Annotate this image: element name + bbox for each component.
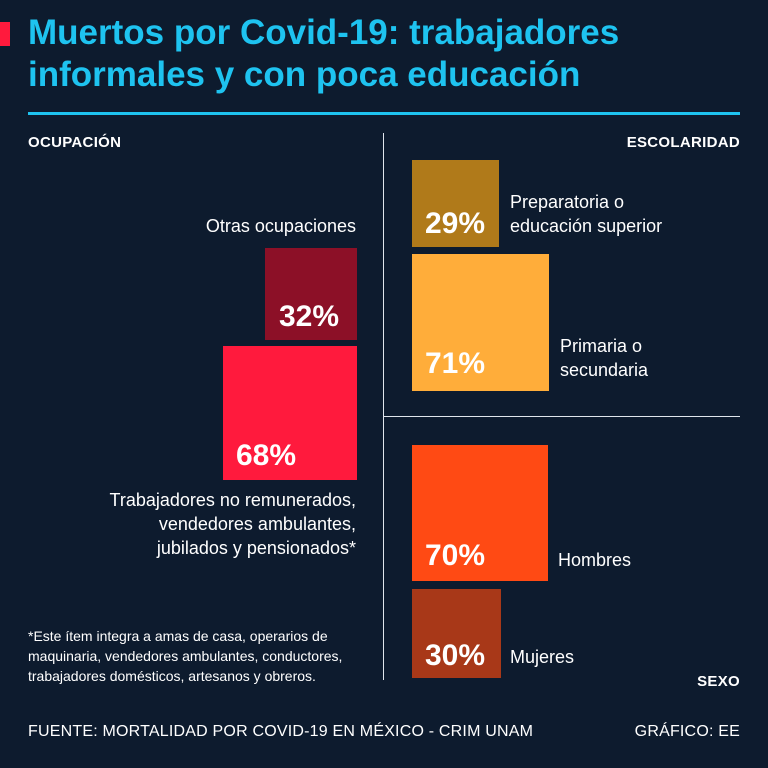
pct-otras-ocupaciones: 32% (279, 300, 340, 333)
section-label-sexo: SEXO (697, 673, 740, 690)
label-preparatoria: Preparatoria o educación superior (510, 192, 663, 236)
title-rule (28, 112, 740, 115)
pct-trabajadores-no-remunerados: 68% (236, 439, 297, 472)
square-otras-ocupaciones (265, 248, 357, 340)
chart-title: Muertos por Covid-19: trabajadores infor… (28, 13, 620, 94)
label-hombres: Hombres (558, 550, 632, 570)
square-primaria (412, 254, 549, 391)
label-primaria: Primaria o secundaria (560, 336, 649, 380)
pct-hombres: 70% (425, 539, 486, 572)
label-otras-ocupaciones: Otras ocupaciones (205, 216, 356, 236)
graphic-credit: GRÁFICO: EE (634, 723, 740, 740)
section-label-escolaridad: ESCOLARIDAD (626, 134, 740, 151)
horizontal-divider (384, 416, 740, 417)
square-hombres (412, 445, 548, 581)
square-mujeres (412, 589, 501, 678)
square-trabajadores-no-remunerados (223, 346, 357, 480)
label-trabajadores-no-remunerados: Trabajadores no remunerados, vendedores … (109, 490, 356, 558)
vertical-divider (383, 133, 384, 680)
pct-mujeres: 30% (425, 639, 486, 672)
label-mujeres: Mujeres (510, 647, 575, 667)
section-label-ocupacion: OCUPACIÓN (28, 134, 122, 151)
footnote: *Este ítem integra a amas de casa, opera… (28, 628, 343, 684)
source-credit: FUENTE: MORTALIDAD POR COVID-19 EN MÉXIC… (28, 723, 534, 740)
pct-primaria: 71% (425, 347, 486, 380)
pct-preparatoria: 29% (425, 207, 486, 240)
title-accent-bar (0, 22, 10, 46)
square-preparatoria (412, 159, 500, 247)
